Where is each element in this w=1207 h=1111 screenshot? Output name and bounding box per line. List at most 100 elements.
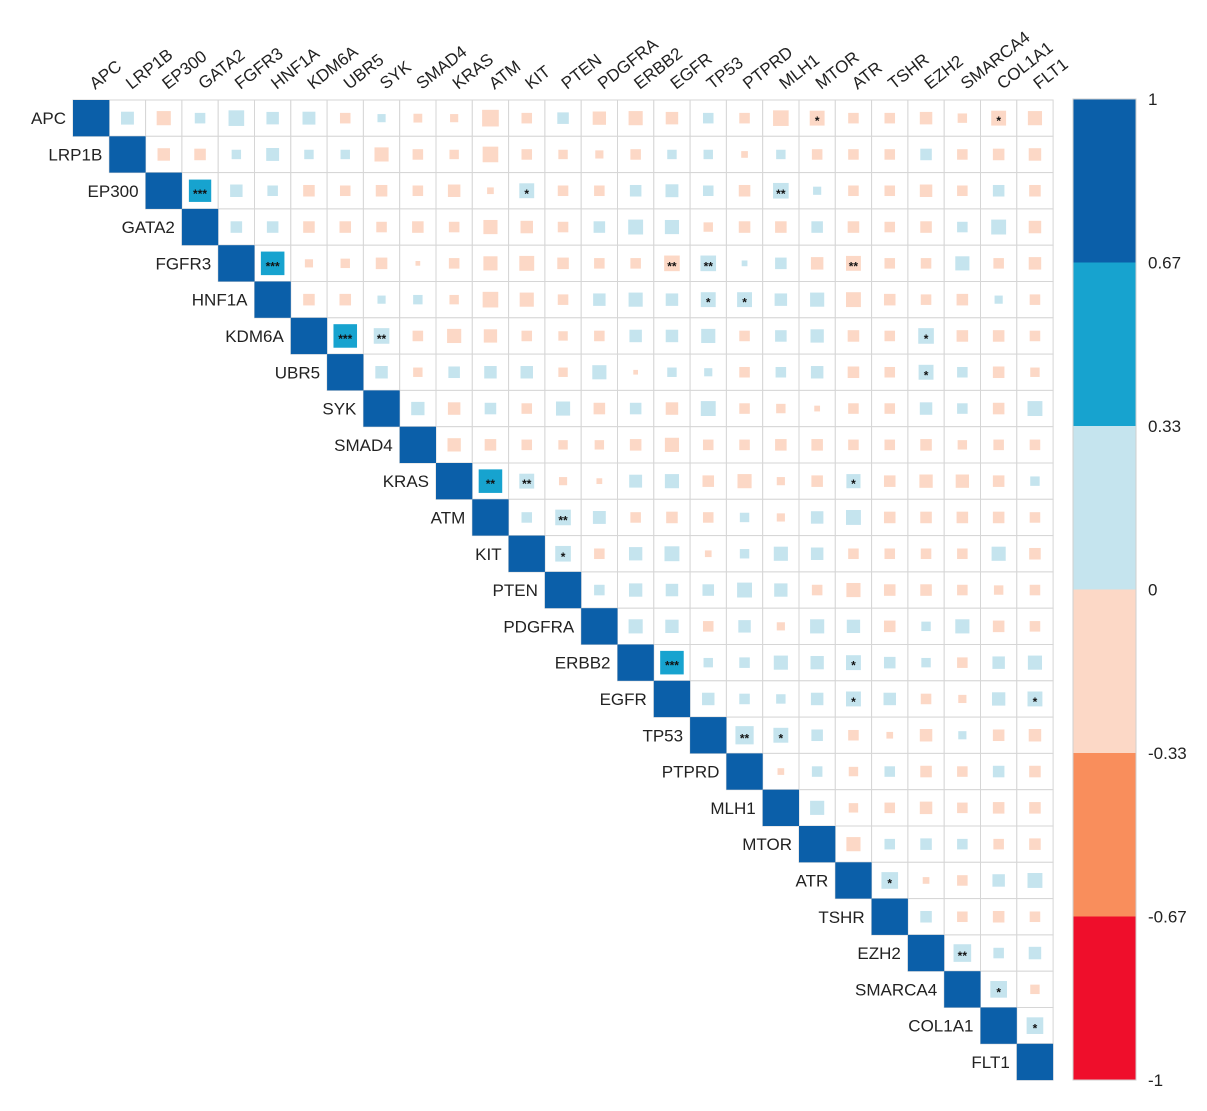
corr-marker-SMAD4-KRAS — [447, 438, 461, 452]
corr-marker-HNF1A-TP53 — [700, 292, 716, 308]
corr-marker-EGFR-PTPRD — [739, 693, 750, 705]
corr-marker-MTOR-ATR — [846, 837, 861, 852]
corr-marker-GATA2-ATM — [483, 219, 498, 235]
corr-marker-ATM-KIT — [521, 512, 533, 523]
corr-marker-APC-EGFR — [665, 111, 679, 125]
corr-marker-KIT-PTEN — [555, 545, 571, 562]
grid-cell-APC-ATR — [834, 99, 873, 137]
grid-cell-UBR5-TP53 — [689, 353, 727, 391]
corr-marker-MLH1-SMARCA4 — [957, 802, 968, 814]
corr-marker-TSHR-FLT1 — [1029, 911, 1041, 923]
corr-marker-GATA2-KRAS — [448, 221, 460, 233]
corr-marker-LRP1B-MLH1 — [776, 149, 786, 160]
corr-marker-APC-KRAS — [450, 114, 459, 123]
corr-marker-UBR5-KRAS — [448, 366, 460, 379]
corr-marker-EP300-EP300 — [145, 172, 182, 209]
corr-marker-PTPRD-PTPRD — [726, 753, 763, 790]
row-label-SMARCA4: SMARCA4 — [855, 980, 937, 999]
significance-star-FGFR3-EGFR: ** — [667, 259, 677, 273]
corr-marker-ERBB2-MTOR — [810, 655, 824, 670]
corr-marker-PTEN-MTOR — [811, 584, 823, 596]
corr-marker-APC-LRP1B — [121, 111, 134, 125]
corr-marker-LRP1B-GATA2 — [194, 148, 206, 161]
col-label-KIT: KIT — [522, 62, 555, 93]
corr-marker-APC-SMARCA4 — [957, 113, 968, 123]
corr-marker-GATA2-SMARCA4 — [957, 221, 968, 233]
significance-star-KRAS-KIT: ** — [522, 477, 532, 491]
corr-marker-PTPRD-TSHR — [884, 766, 896, 777]
corr-marker-HNF1A-KDM6A — [303, 293, 315, 306]
corr-marker-ATM-ATR — [846, 510, 861, 525]
colorbar-bin-0 — [1073, 99, 1136, 263]
grid-cell-EP300-COL1A1 — [980, 172, 1018, 210]
corr-marker-PTPRD-ATR — [848, 766, 859, 777]
corr-marker-FGFR3-HNF1A — [260, 251, 285, 276]
corr-marker-EP300-PTEN — [557, 185, 569, 197]
corr-marker-SYK-SMAD4 — [411, 401, 425, 416]
corr-marker-TP53-TP53 — [690, 717, 727, 754]
col-label-PTEN: PTEN — [558, 50, 605, 93]
corr-marker-HNF1A-TSHR — [883, 293, 896, 306]
corr-marker-KIT-EGFR — [664, 546, 680, 562]
column-labels: APCLRP1BEP300GATA2FGFR3HNF1AKDM6AUBR5SYK… — [86, 28, 1072, 94]
corr-marker-SYK-MLH1 — [776, 403, 786, 414]
corr-marker-KDM6A-PDGFRA — [594, 330, 605, 342]
corr-marker-APC-FGFR3 — [228, 110, 245, 126]
corr-marker-FGFR3-FLT1 — [1028, 257, 1042, 270]
corr-marker-EGFR-SMARCA4 — [958, 694, 967, 704]
corr-marker-ATR-COL1A1 — [992, 874, 1005, 887]
corr-marker-KDM6A-COL1A1 — [992, 330, 1005, 342]
corr-marker-FGFR3-TSHR — [884, 258, 896, 269]
corr-marker-EP300-UBR5 — [339, 185, 351, 197]
corr-marker-HNF1A-FLT1 — [1029, 294, 1041, 305]
corr-marker-KIT-EZH2 — [920, 548, 932, 560]
corr-marker-KRAS-PTEN — [558, 477, 568, 486]
corr-marker-ATM-EGFR — [666, 511, 678, 524]
corr-marker-PDGFRA-ATR — [846, 619, 861, 634]
corr-marker-FGFR3-PDGFRA — [594, 258, 605, 269]
corr-marker-SMAD4-MTOR — [811, 439, 823, 451]
corr-marker-HNF1A-HNF1A — [254, 281, 291, 318]
corr-marker-SMAD4-ATM — [484, 439, 497, 451]
corr-marker-EGFR-ATR — [846, 691, 861, 707]
corr-marker-EP300-EGFR — [665, 184, 679, 198]
corr-marker-MLH1-COL1A1 — [992, 802, 1005, 814]
corr-marker-UBR5-TSHR — [884, 366, 896, 378]
corr-marker-EP300-TP53 — [702, 185, 714, 197]
corr-marker-TP53-PTPRD — [735, 726, 754, 745]
corr-marker-EZH2-FLT1 — [1028, 946, 1042, 960]
corr-marker-UBR5-FLT1 — [1030, 367, 1040, 377]
corr-marker-SYK-KIT — [521, 403, 533, 414]
row-label-ERBB2: ERBB2 — [555, 654, 611, 673]
corr-marker-PDGFRA-ERBB2 — [628, 619, 643, 634]
corr-marker-SYK-SMARCA4 — [957, 403, 968, 414]
corr-marker-FGFR3-EGFR — [664, 255, 680, 272]
corr-marker-ERBB2-COL1A1 — [992, 656, 1005, 669]
grid-cell-APC-UBR5 — [326, 99, 364, 137]
row-label-MTOR: MTOR — [742, 835, 792, 854]
corr-marker-KIT-ERBB2 — [628, 547, 643, 561]
corr-marker-KRAS-ATR — [846, 474, 861, 489]
corr-marker-HNF1A-PDGFRA — [593, 293, 606, 306]
corr-marker-GATA2-ERBB2 — [628, 219, 644, 235]
colorbar-tick-label: 0.33 — [1148, 417, 1181, 436]
corr-marker-GATA2-KDM6A — [303, 221, 315, 233]
corr-marker-KRAS-SMARCA4 — [955, 474, 970, 488]
corr-marker-SMAD4-ERBB2 — [629, 439, 642, 451]
corr-marker-SMAD4-EZH2 — [920, 439, 932, 451]
corr-marker-PDGFRA-MLH1 — [776, 622, 785, 631]
corr-marker-FGFR3-SMAD4 — [415, 260, 421, 266]
corr-marker-TP53-TSHR — [886, 731, 894, 739]
corr-marker-LRP1B-ATM — [482, 146, 499, 163]
corr-marker-APC-EP300 — [156, 111, 171, 126]
colorbar-tick-label: -0.67 — [1148, 908, 1187, 927]
corr-marker-GATA2-SYK — [376, 221, 387, 233]
row-label-PTPRD: PTPRD — [662, 763, 720, 782]
corr-marker-EGFR-TP53 — [702, 692, 715, 706]
row-label-TP53: TP53 — [642, 726, 683, 745]
corr-marker-APC-ATM — [482, 109, 499, 127]
col-label-APC: APC — [86, 57, 125, 94]
corr-marker-ATM-SMARCA4 — [956, 511, 969, 524]
significance-star-UBR5-EZH2: * — [924, 368, 929, 382]
corr-marker-EP300-ATR — [848, 185, 859, 197]
